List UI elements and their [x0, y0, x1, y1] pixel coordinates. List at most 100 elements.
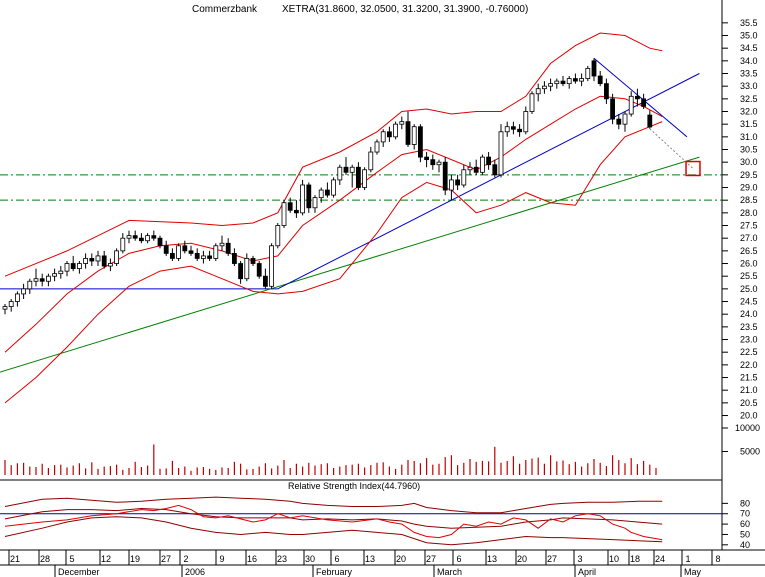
candle-body — [231, 252, 237, 264]
month-label: December — [58, 567, 100, 577]
chart-title: Commerzbank — [192, 4, 258, 15]
date-axis-label: 21 — [10, 554, 20, 564]
date-axis-label: 28 — [40, 554, 50, 564]
price-axis-label: 29.5 — [740, 170, 758, 180]
date-axis-label: 1 — [685, 554, 690, 564]
price-axis-label: 27.0 — [740, 233, 758, 243]
candle-body — [324, 189, 330, 196]
candle-body — [318, 189, 324, 199]
price-axis-label: 23.0 — [740, 335, 758, 345]
candle-body — [616, 118, 622, 125]
date-axis-label: 16 — [247, 554, 257, 564]
candle-body — [647, 114, 653, 128]
price-axis-label: 22.5 — [740, 347, 758, 357]
candle-body — [126, 235, 132, 239]
candle-body — [157, 237, 163, 247]
candle-body — [39, 278, 45, 282]
candle-body — [8, 301, 14, 307]
candle-body — [281, 202, 287, 226]
candle-body — [591, 60, 597, 77]
candle-body — [101, 255, 107, 267]
date-axis-label: 5 — [69, 554, 74, 564]
candle-body — [194, 252, 200, 259]
candle-body — [473, 166, 479, 173]
candle-body — [213, 245, 219, 259]
candle-body — [132, 235, 138, 239]
candle-body — [405, 121, 411, 145]
candle-body — [349, 166, 355, 173]
month-label: 2006 — [185, 567, 205, 577]
rsi-title: Relative Strength Index(44.7960) — [288, 481, 420, 491]
candle-body — [250, 258, 256, 264]
price-axis-label: 21.0 — [740, 385, 758, 395]
price-axis-label: 34.5 — [740, 43, 758, 53]
candle-body — [548, 83, 553, 87]
rsi-axis-label: 40 — [740, 540, 750, 550]
candle-body — [200, 255, 206, 259]
plot-frames — [0, 0, 765, 551]
candle-body — [108, 263, 113, 267]
price-axis-label: 33.0 — [740, 81, 758, 91]
price-axis-label: 24.5 — [740, 297, 758, 307]
rsi-axis-label: 80 — [740, 498, 750, 508]
date-axis-label: 2 — [183, 554, 188, 564]
candle-body — [114, 250, 119, 264]
candle-body — [52, 273, 57, 277]
price-axis-label: 35.5 — [740, 18, 758, 28]
candle-body — [510, 126, 516, 130]
candle-body — [579, 78, 584, 82]
candle-body — [21, 288, 27, 295]
candle-body — [610, 98, 615, 120]
candle-body — [635, 95, 640, 100]
candle-body — [523, 111, 529, 133]
price-axis: 20.0 20.5 21.0 21.5 22.0 22.5 23.0 23.5 24.0 24.5… — [722, 18, 758, 421]
candle-body — [244, 258, 250, 280]
candle-body — [77, 263, 82, 269]
candle-body — [517, 128, 522, 133]
candle-body — [641, 98, 646, 107]
candle-body — [461, 169, 467, 186]
date-axis: 21 28 5 12 19 27 2 9 16 23 30 6 13 20 27 6 13 20 27 3 10 18 24… — [0, 550, 765, 577]
month-label: April — [578, 567, 596, 577]
candle-body — [622, 113, 628, 125]
candle-body — [89, 258, 95, 262]
date-axis-label: 13 — [487, 554, 497, 564]
candle-body — [33, 278, 39, 282]
rsi-line — [4, 504, 663, 541]
candle-body — [455, 179, 461, 186]
rsi-axis-label: 50 — [740, 529, 750, 539]
candle-body — [238, 263, 244, 280]
target-box — [685, 160, 701, 177]
candle-body — [58, 270, 64, 275]
date-axis-label: 3 — [577, 554, 582, 564]
price-axis-label: 24.0 — [740, 309, 758, 319]
date-axis-label: 27 — [547, 554, 557, 564]
candle-body — [169, 252, 175, 259]
bollinger-lower-band — [4, 121, 663, 404]
candle-body — [188, 250, 194, 254]
candle-body — [337, 166, 343, 181]
candle-body — [275, 225, 281, 247]
candle-body — [355, 166, 361, 188]
candle-body — [504, 126, 510, 133]
candle-body — [14, 293, 20, 302]
candle-body — [219, 242, 225, 247]
date-axis-label: 13 — [365, 554, 375, 564]
candle-body — [560, 80, 566, 85]
candle-body — [151, 235, 157, 239]
candle-body — [628, 95, 634, 115]
date-axis-label: 20 — [396, 554, 406, 564]
candle-body — [262, 275, 268, 287]
candle-body — [479, 156, 485, 173]
price-axis-label: 32.5 — [740, 94, 758, 104]
candle-body — [393, 123, 399, 138]
candle-body — [182, 245, 188, 252]
price-axis-label: 21.5 — [740, 373, 758, 383]
candle-body — [417, 126, 423, 158]
candle-body — [145, 235, 151, 242]
price-axis-label: 26.0 — [740, 259, 758, 269]
candle-body — [70, 263, 76, 269]
bollinger-middle-band — [4, 95, 663, 353]
